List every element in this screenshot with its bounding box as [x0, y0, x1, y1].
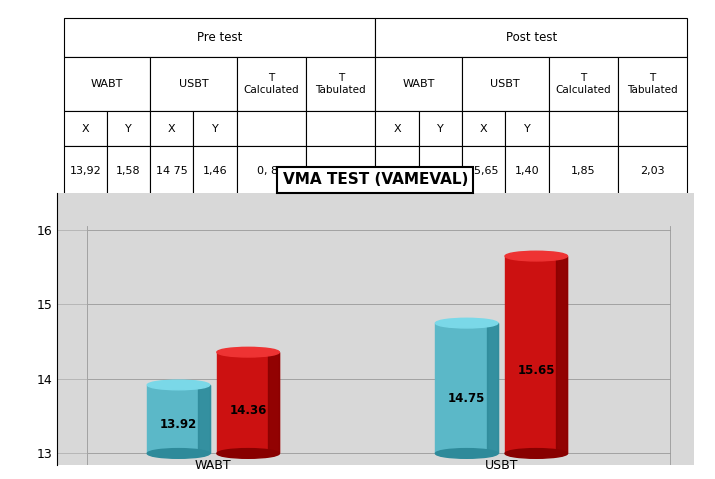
Bar [199, 385, 209, 454]
Bar [435, 323, 498, 454]
Bar [487, 323, 498, 454]
Text: 14.75: 14.75 [448, 392, 485, 405]
Bar [618, 111, 687, 147]
Text: Table 2:: Table 2: [350, 204, 401, 217]
Bar [237, 147, 306, 196]
Text: USBT: USBT [485, 459, 518, 472]
Text: T
Tabulated: T Tabulated [627, 73, 678, 95]
Bar [462, 111, 506, 147]
Ellipse shape [217, 449, 280, 458]
Text: 13,92: 13,92 [69, 166, 101, 176]
Text: WABT: WABT [91, 79, 123, 89]
Bar [419, 111, 462, 147]
Bar [462, 57, 548, 111]
Ellipse shape [435, 449, 498, 458]
Text: Y: Y [437, 124, 444, 134]
Bar [506, 111, 548, 147]
Text: Y: Y [125, 124, 132, 134]
Bar [147, 385, 209, 454]
Bar [150, 57, 237, 111]
Bar [548, 147, 618, 196]
Text: 14,36: 14,36 [381, 166, 413, 176]
Text: 1,85: 1,85 [571, 166, 596, 176]
Bar [306, 147, 375, 196]
Text: T
Tabulated: T Tabulated [315, 73, 366, 95]
Bar [194, 111, 237, 147]
Bar [306, 57, 375, 111]
Bar [268, 352, 280, 454]
Text: 1,20: 1,20 [428, 166, 453, 176]
Bar [618, 57, 687, 111]
Bar [375, 57, 462, 111]
Text: Y: Y [523, 124, 531, 134]
Bar [107, 147, 150, 196]
Bar [107, 111, 150, 147]
Text: 14.36: 14.36 [230, 404, 267, 417]
Bar [237, 111, 306, 147]
Text: 1,58: 1,58 [117, 166, 141, 176]
Bar [375, 111, 419, 147]
Text: Presentation of results (pre and post test) at a: Presentation of results (pre and post te… [278, 204, 556, 217]
Bar [194, 147, 237, 196]
Text: USBT: USBT [490, 79, 520, 89]
Bar [618, 147, 687, 196]
Text: Y: Y [212, 124, 219, 134]
Text: X: X [393, 124, 401, 134]
Bar [237, 57, 306, 111]
Text: 15,65: 15,65 [468, 166, 499, 176]
Bar [217, 352, 280, 454]
Text: 13.92: 13.92 [160, 418, 197, 431]
Bar [548, 111, 618, 147]
Text: 1,40: 1,40 [515, 166, 539, 176]
Ellipse shape [435, 318, 498, 328]
Bar [375, 147, 419, 196]
Text: Post test: Post test [506, 31, 557, 44]
Bar [150, 147, 194, 196]
Text: WABT: WABT [403, 79, 435, 89]
Text: Pre test: Pre test [197, 31, 242, 44]
Text: USBT: USBT [179, 79, 208, 89]
Bar [64, 147, 107, 196]
Ellipse shape [147, 449, 209, 458]
Bar [64, 18, 375, 57]
Ellipse shape [147, 380, 209, 390]
Bar [505, 256, 568, 454]
Bar [375, 18, 687, 57]
Bar [462, 147, 506, 196]
Bar [150, 111, 194, 147]
Text: VMA test (VAMEVAL) for both groups (WABT and USBT): VMA test (VAMEVAL) for both groups (WABT… [214, 232, 537, 245]
Text: T
Calculated: T Calculated [556, 73, 611, 95]
Bar [556, 256, 568, 454]
Text: X: X [480, 124, 488, 134]
Text: T
Calculated: T Calculated [244, 73, 300, 95]
Text: X: X [168, 124, 176, 134]
Text: 15.65: 15.65 [518, 364, 555, 377]
Bar [64, 57, 150, 111]
Ellipse shape [505, 449, 568, 458]
Text: 2,03: 2,03 [640, 166, 665, 176]
Bar [64, 111, 107, 147]
Text: 0, 87: 0, 87 [257, 166, 285, 176]
Text: WABT: WABT [195, 459, 232, 472]
Text: X: X [82, 124, 89, 134]
Text: 14 75: 14 75 [156, 166, 188, 176]
Text: 1,46: 1,46 [203, 166, 227, 176]
Ellipse shape [217, 347, 280, 357]
Bar [419, 147, 462, 196]
Bar [306, 111, 375, 147]
Ellipse shape [505, 251, 568, 261]
Title: VMA TEST (VAMEVAL): VMA TEST (VAMEVAL) [282, 172, 468, 187]
Text: 2,03: 2,03 [328, 166, 353, 176]
Bar [506, 147, 548, 196]
Bar [548, 57, 618, 111]
